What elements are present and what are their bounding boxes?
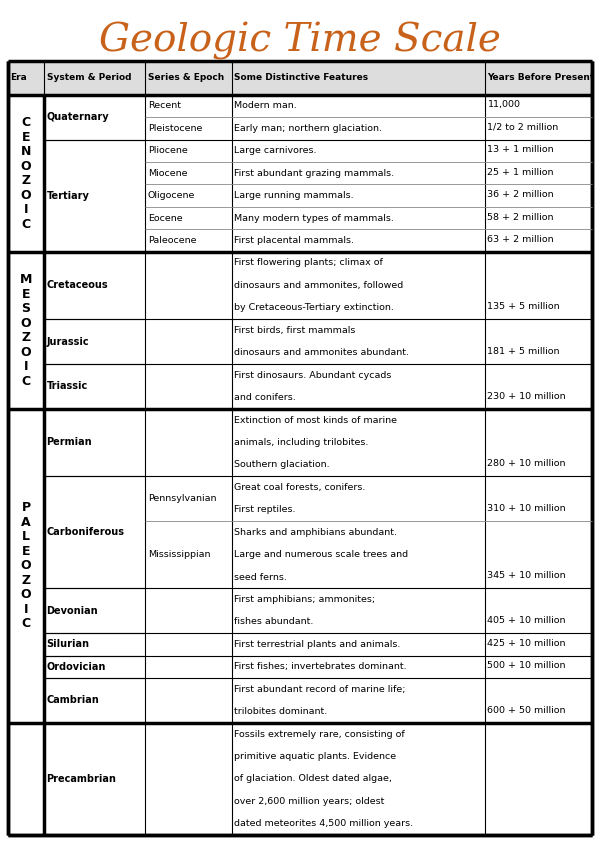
Text: Extinction of most kinds of marine: Extinction of most kinds of marine [234,415,397,425]
Text: First reptiles.: First reptiles. [234,505,296,514]
Text: First terrestrial plants and animals.: First terrestrial plants and animals. [234,640,401,649]
Text: Tertiary: Tertiary [47,190,89,201]
Text: Era: Era [10,74,27,82]
Text: Southern glaciation.: Southern glaciation. [234,460,330,470]
Text: primitive aquatic plants. Evidence: primitive aquatic plants. Evidence [234,752,397,761]
Text: 280 + 10 million: 280 + 10 million [487,459,566,468]
Text: 425 + 10 million: 425 + 10 million [487,639,566,648]
Text: Triassic: Triassic [47,382,88,392]
Text: Devonian: Devonian [47,606,98,616]
Text: Some Distinctive Features: Some Distinctive Features [234,74,368,82]
Text: Jurassic: Jurassic [47,337,89,347]
Text: Permian: Permian [47,437,92,448]
Text: Large carnivores.: Large carnivores. [234,146,317,156]
Text: 135 + 5 million: 135 + 5 million [487,302,560,311]
Text: Series & Epoch: Series & Epoch [148,74,224,82]
Text: Ordovician: Ordovician [47,662,106,672]
Text: First flowering plants; climax of: First flowering plants; climax of [234,259,383,267]
Text: dinosaurs and ammonites, followed: dinosaurs and ammonites, followed [234,281,403,290]
Text: First abundant grazing mammals.: First abundant grazing mammals. [234,168,394,178]
Text: 63 + 2 million: 63 + 2 million [487,235,554,244]
Text: First abundant record of marine life;: First abundant record of marine life; [234,684,406,694]
Text: Fossils extremely rare, consisting of: Fossils extremely rare, consisting of [234,729,405,739]
Text: by Cretaceous-Tertiary extinction.: by Cretaceous-Tertiary extinction. [234,304,394,312]
Text: First birds, first mammals: First birds, first mammals [234,326,356,335]
Text: Large running mammals.: Large running mammals. [234,191,354,201]
Text: trilobites dominant.: trilobites dominant. [234,707,328,716]
Text: Early man; northern glaciation.: Early man; northern glaciation. [234,124,382,133]
Text: Large and numerous scale trees and: Large and numerous scale trees and [234,550,409,559]
Text: First dinosaurs. Abundant cycads: First dinosaurs. Abundant cycads [234,371,392,380]
Text: Cretaceous: Cretaceous [47,280,108,290]
Text: P
A
L
E
O
Z
O
I
C: P A L E O Z O I C [20,502,31,630]
Text: First fishes; invertebrates dominant.: First fishes; invertebrates dominant. [234,662,407,671]
Text: Pennsylvanian: Pennsylvanian [148,494,217,503]
Text: 36 + 2 million: 36 + 2 million [487,190,554,199]
Text: Cambrian: Cambrian [47,695,100,706]
Text: Paleocene: Paleocene [148,236,196,245]
Text: 11,000: 11,000 [487,101,520,109]
Text: dinosaurs and ammonites abundant.: dinosaurs and ammonites abundant. [234,349,409,357]
Text: Quaternary: Quaternary [47,113,109,122]
Text: Oligocene: Oligocene [148,191,195,201]
Text: Geologic Time Scale: Geologic Time Scale [99,22,501,60]
Text: Carboniferous: Carboniferous [47,527,125,537]
Text: 25 + 1 million: 25 + 1 million [487,168,554,177]
Text: Years Before Present: Years Before Present [487,74,595,82]
Text: 500 + 10 million: 500 + 10 million [487,661,566,670]
Text: dated meteorites 4,500 million years.: dated meteorites 4,500 million years. [234,819,413,828]
Text: 405 + 10 million: 405 + 10 million [487,616,566,625]
Text: of glaciation. Oldest dated algae,: of glaciation. Oldest dated algae, [234,774,392,783]
Text: System & Period: System & Period [47,74,131,82]
Text: 181 + 5 million: 181 + 5 million [487,347,560,356]
Text: Precambrian: Precambrian [47,774,116,784]
Text: and conifers.: and conifers. [234,393,296,402]
Text: Sharks and amphibians abundant.: Sharks and amphibians abundant. [234,528,397,536]
Text: Great coal forests, conifers.: Great coal forests, conifers. [234,483,365,492]
Text: 1/2 to 2 million: 1/2 to 2 million [487,123,559,132]
Text: 600 + 50 million: 600 + 50 million [487,706,566,715]
Text: 345 + 10 million: 345 + 10 million [487,571,566,580]
Text: 13 + 1 million: 13 + 1 million [487,146,554,154]
Text: fishes abundant.: fishes abundant. [234,618,314,626]
Text: Eocene: Eocene [148,214,182,222]
Text: Silurian: Silurian [47,640,89,650]
Text: C
E
N
O
Z
O
I
C: C E N O Z O I C [20,116,31,230]
Text: Pleistocene: Pleistocene [148,124,202,133]
Text: M
E
S
O
Z
O
I
C: M E S O Z O I C [20,273,32,387]
Text: over 2,600 million years; oldest: over 2,600 million years; oldest [234,797,385,806]
Text: 230 + 10 million: 230 + 10 million [487,392,566,401]
Text: 58 + 2 million: 58 + 2 million [487,212,554,222]
Text: Many modern types of mammals.: Many modern types of mammals. [234,214,394,222]
Text: seed ferns.: seed ferns. [234,573,287,581]
Text: 310 + 10 million: 310 + 10 million [487,504,566,514]
Text: Modern man.: Modern man. [234,102,297,111]
Text: Recent: Recent [148,102,181,111]
Text: First amphibians; ammonites;: First amphibians; ammonites; [234,595,376,604]
Text: First placental mammals.: First placental mammals. [234,236,354,245]
Text: Miocene: Miocene [148,168,187,178]
Text: animals, including trilobites.: animals, including trilobites. [234,438,368,447]
Text: Pliocene: Pliocene [148,146,188,156]
Bar [8,61,592,95]
Text: Mississippian: Mississippian [148,550,211,559]
